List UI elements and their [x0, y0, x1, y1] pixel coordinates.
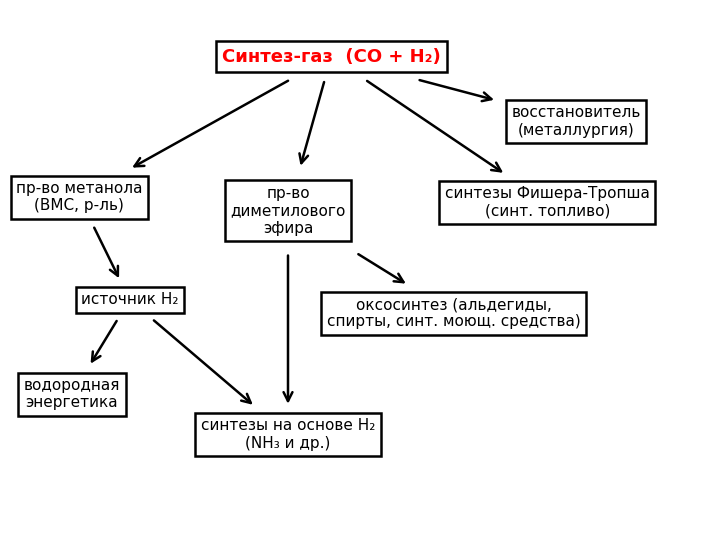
Text: пр-во
диметилового
эфира: пр-во диметилового эфира: [230, 186, 346, 235]
Text: источник Н₂: источник Н₂: [81, 292, 179, 307]
Text: водородная
энергетика: водородная энергетика: [24, 378, 120, 410]
Text: оксосинтез (альдегиды,
спирты, синт. моющ. средства): оксосинтез (альдегиды, спирты, синт. мою…: [327, 297, 580, 329]
Text: Синтез-газ  (СО + Н₂): Синтез-газ (СО + Н₂): [222, 48, 441, 66]
Text: восстановитель
(металлургия): восстановитель (металлургия): [511, 105, 641, 138]
Text: синтезы на основе Н₂
(NH₃ и др.): синтезы на основе Н₂ (NH₃ и др.): [201, 418, 375, 451]
Text: синтезы Фишера-Тропша
(синт. топливо): синтезы Фишера-Тропша (синт. топливо): [445, 186, 649, 219]
Text: пр-во метанола
(ВМС, р-ль): пр-во метанола (ВМС, р-ль): [16, 181, 143, 213]
